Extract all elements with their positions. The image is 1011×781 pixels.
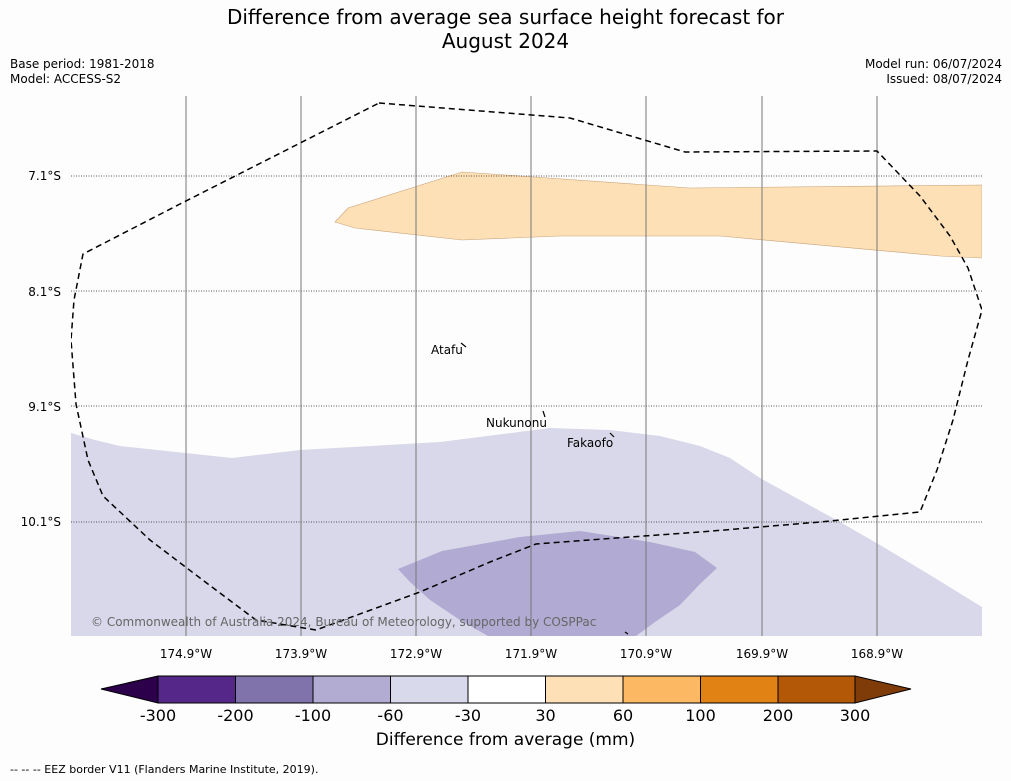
fakaofo-island [609,432,615,438]
lat-label: 9.1°S [28,400,61,414]
colorbar-tick: 300 [840,706,871,725]
lat-label: 10.1°S [21,515,61,529]
lon-label: 170.9°W [620,647,672,661]
place-label-fakaofo: Fakaofo [567,436,613,450]
colorbar-tick: 200 [763,706,794,725]
colorbar [100,675,912,704]
lon-label: 172.9°W [390,647,442,661]
colorbar-tick: 100 [685,706,716,725]
lon-label: 169.9°W [736,647,788,661]
lon-label: 173.9°W [275,647,327,661]
strong-negative-anomaly-area [398,531,717,636]
colorbar-tick: 60 [613,706,633,725]
issued-date: Issued: 08/07/2024 [886,72,1002,86]
colorbar-segment [235,675,314,704]
colorbar-segment [467,675,546,704]
colorbar-tick: -200 [217,706,253,725]
place-label-atafu: Atafu [431,343,463,357]
nukunonu-island [542,410,546,418]
colorbar-segment [312,675,391,704]
base-period: Base period: 1981-2018 [10,57,155,71]
meta-left: Base period: 1981-2018 Model: ACCESS-S2 [10,57,155,87]
islands [460,342,629,635]
positive-anomaly-area [334,171,982,259]
title-line-1: Difference from average sea surface heig… [226,5,785,29]
colorbar-title: Difference from average (mm) [375,730,636,750]
eez-footnote: -- -- -- EEZ border V11 (Flanders Marine… [10,763,319,776]
copyright-notice: © Commonwealth of Australia 2024, Bureau… [91,615,596,629]
colorbar-tick: 30 [535,706,555,725]
lon-label: 174.9°W [160,647,212,661]
colorbar-segment [390,675,469,704]
place-label-nukunonu: Nukunonu [486,416,547,430]
model-run: Model run: 06/07/2024 [864,57,1002,71]
chart-title: Difference from average sea surface heig… [0,5,1011,53]
model-name: Model: ACCESS-S2 [10,72,122,86]
colorbar-extend-high [854,675,912,704]
eez-border [71,102,982,631]
colorbar-tick-labels: -300 -200 -100 -60 -30 30 60 100 200 300 [140,706,870,725]
colorbar-tick: -60 [377,706,403,725]
colorbar-segment [700,675,779,704]
lon-label: 168.9°W [851,647,903,661]
longitude-labels: 174.9°W 173.9°W 172.9°W 171.9°W 170.9°W … [160,647,903,661]
latitude-labels: 7.1°S 8.1°S 9.1°S 10.1°S [21,169,61,529]
swains-marker [624,631,629,635]
colorbar-tick: -300 [140,706,176,725]
title-line-2: August 2024 [441,29,570,53]
latitude-gridlines [71,175,982,523]
colorbar-segment [622,675,701,704]
lat-label: 7.1°S [28,169,61,183]
lon-label: 171.9°W [505,647,557,661]
atafu-island [460,342,467,348]
colorbar-segment [777,675,856,704]
colorbar-tick: -30 [455,706,481,725]
negative-anomaly-area [71,428,982,636]
longitude-gridlines [185,96,878,636]
colorbar-segment [545,675,624,704]
colorbar-tick: -100 [295,706,331,725]
lat-label: 8.1°S [28,285,61,299]
colorbar-segment [157,675,236,704]
colorbar-extend-low [100,675,159,704]
meta-right: Model run: 06/07/2024 Issued: 08/07/2024 [865,57,1002,87]
